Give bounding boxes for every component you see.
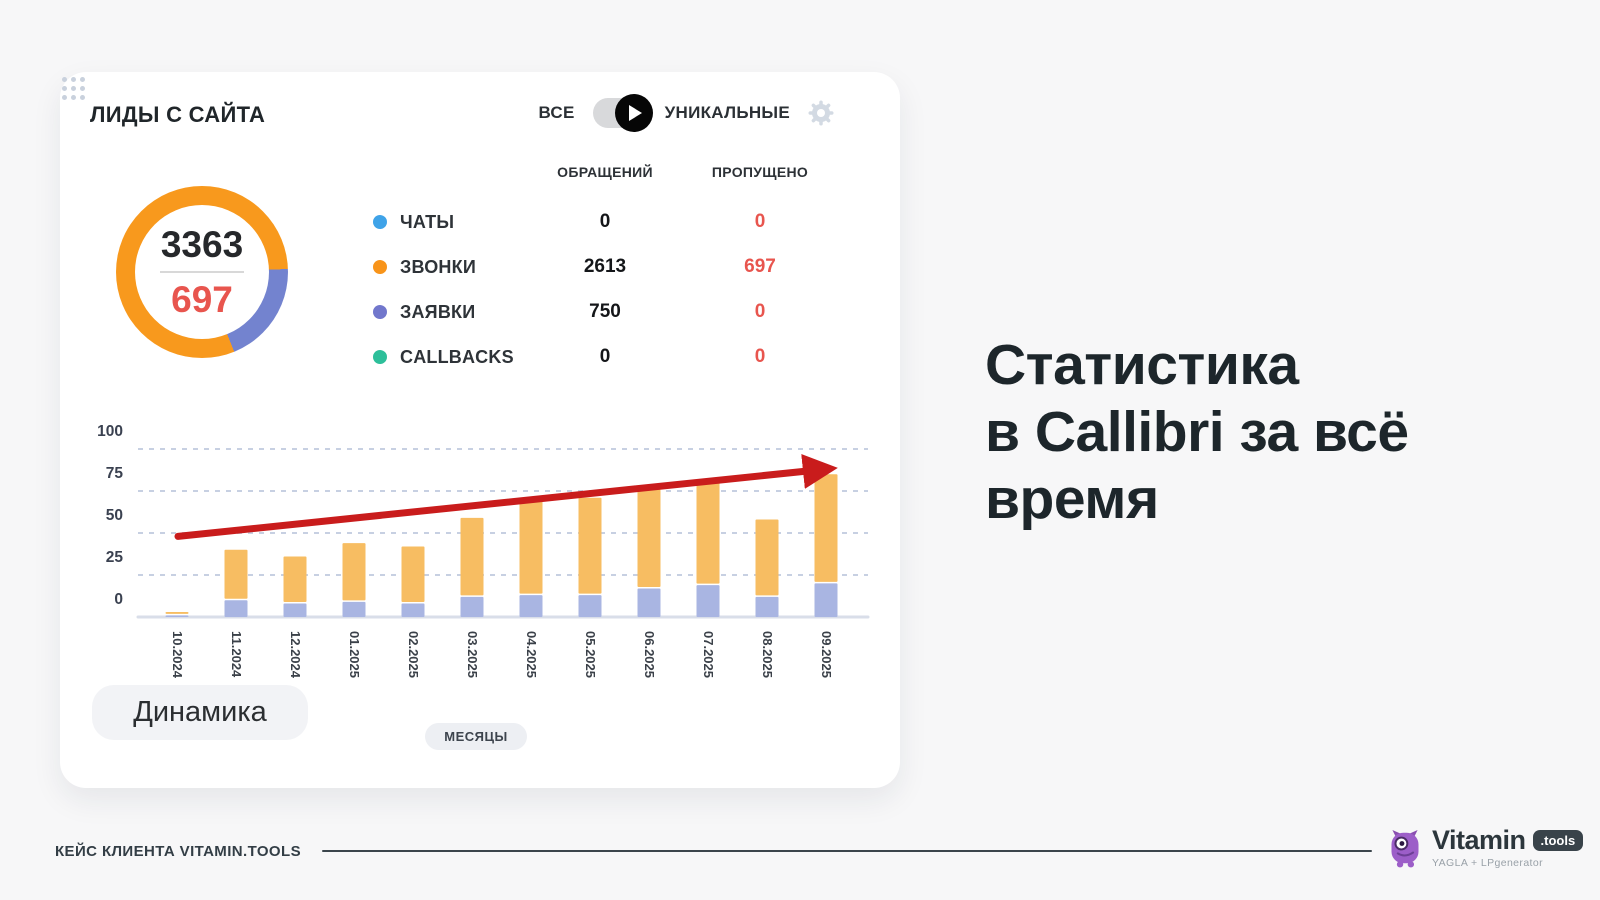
logo-wordmark: Vitamin [1432,825,1526,855]
logo-text: Vitamin .tools YAGLA + LPgenerator [1432,825,1584,869]
table-row-chats[interactable]: ЧАТЫ 0 0 [373,206,843,238]
dot [62,95,67,100]
leads-donut-chart: 3363 697 [116,186,288,358]
toggle-label-unique[interactable]: УНИКАЛЬНЫЕ [664,103,790,122]
requests-value: 0 [599,346,611,367]
dot [71,77,76,82]
dot [62,77,67,82]
requests-value: 0 [599,211,611,232]
svg-text:08.2025: 08.2025 [760,631,775,678]
donut-total-value: 3363 [160,224,244,265]
callbacks-legend-dot [373,350,387,364]
svg-text:04.2025: 04.2025 [524,631,539,678]
svg-text:05.2025: 05.2025 [583,631,598,678]
svg-text:10.2024: 10.2024 [170,631,185,679]
slide-title: Статистика в Callibri за всё время [985,332,1409,533]
donut-missed-value: 697 [171,279,233,320]
missed-value: 0 [754,211,766,232]
missed-value: 697 [744,256,776,277]
svg-text:25: 25 [106,549,124,566]
svg-text:02.2025: 02.2025 [406,631,421,678]
all-unique-toggle[interactable] [592,94,653,132]
svg-text:03.2025: 03.2025 [465,631,480,678]
vitamin-monster-icon [1391,830,1419,868]
column-header-missed: ПРОПУЩЕНО [711,164,809,180]
footer-caption: КЕЙС КЛИЕНТА VITAMIN.TOOLS [55,843,301,860]
dot [71,95,76,100]
dot [80,77,85,82]
table-row-calls[interactable]: ЗВОНКИ 2613 697 [373,251,843,283]
play-triangle-icon [629,105,643,121]
card-title: ЛИДЫ С САЙТА [90,102,266,127]
table-row-callbacks[interactable]: CALLBACKS 0 0 [373,341,843,373]
slide-title-line: время [985,467,1159,531]
dot [80,95,85,100]
svg-text:09.2025: 09.2025 [819,631,834,678]
settings-gear-icon[interactable] [806,98,836,128]
svg-text:01.2025: 01.2025 [347,631,362,678]
svg-text:11.2024: 11.2024 [229,631,244,678]
row-label: ЧАТЫ [400,211,455,232]
dynamics-tab-button[interactable]: Динамика [92,685,308,740]
missed-value: 0 [754,301,766,322]
svg-text:100: 100 [97,423,123,440]
mode-toggle-row: ВСЕ УНИКАЛЬНЫЕ [538,94,837,132]
row-label: ЗАЯВКИ [400,301,476,322]
slide-title-line: Статистика [985,333,1299,397]
play-icon[interactable] [614,94,653,132]
svg-text:75: 75 [106,465,124,482]
row-label: ЗВОНКИ [400,256,476,277]
row-label: CALLBACKS [400,346,514,367]
dot [71,86,76,91]
calls-legend-dot [373,260,387,274]
toggle-label-all[interactable]: ВСЕ [538,103,575,122]
drag-handle-icon[interactable] [62,77,85,100]
donut-center: 3363 697 [116,186,288,358]
svg-text:50: 50 [106,507,123,524]
logo-badge: .tools [1532,830,1584,851]
logo-tagline: YAGLA + LPgenerator [1432,857,1544,869]
vitamin-tools-logo[interactable]: Vitamin .tools YAGLA + LPgenerator [1387,825,1584,869]
chats-legend-dot [373,215,387,229]
svg-text:06.2025: 06.2025 [642,631,657,678]
table-header-row: ОБРАЩЕНИЙ ПРОПУЩЕНО [60,164,900,184]
table-row-applications[interactable]: ЗАЯВКИ 750 0 [373,296,843,328]
svg-text:07.2025: 07.2025 [701,631,716,678]
footer-divider [322,850,1372,852]
column-header-requests: ОБРАЩЕНИЙ [557,164,653,180]
applications-legend-dot [373,305,387,319]
requests-value: 750 [589,301,621,322]
requests-value: 2613 [583,256,627,277]
months-axis-label: МЕСЯЦЫ [425,723,527,750]
dot [62,86,67,91]
callibri-widget-card: ЛИДЫ С САЙТА ВСЕ УНИКАЛЬНЫЕ 3363 [60,72,900,788]
donut-divider [160,271,244,273]
svg-text:12.2024: 12.2024 [288,631,303,679]
dot [80,86,85,91]
missed-value: 0 [754,346,766,367]
svg-text:0: 0 [114,591,123,608]
slide-title-line: в Callibri за всё [985,400,1409,464]
